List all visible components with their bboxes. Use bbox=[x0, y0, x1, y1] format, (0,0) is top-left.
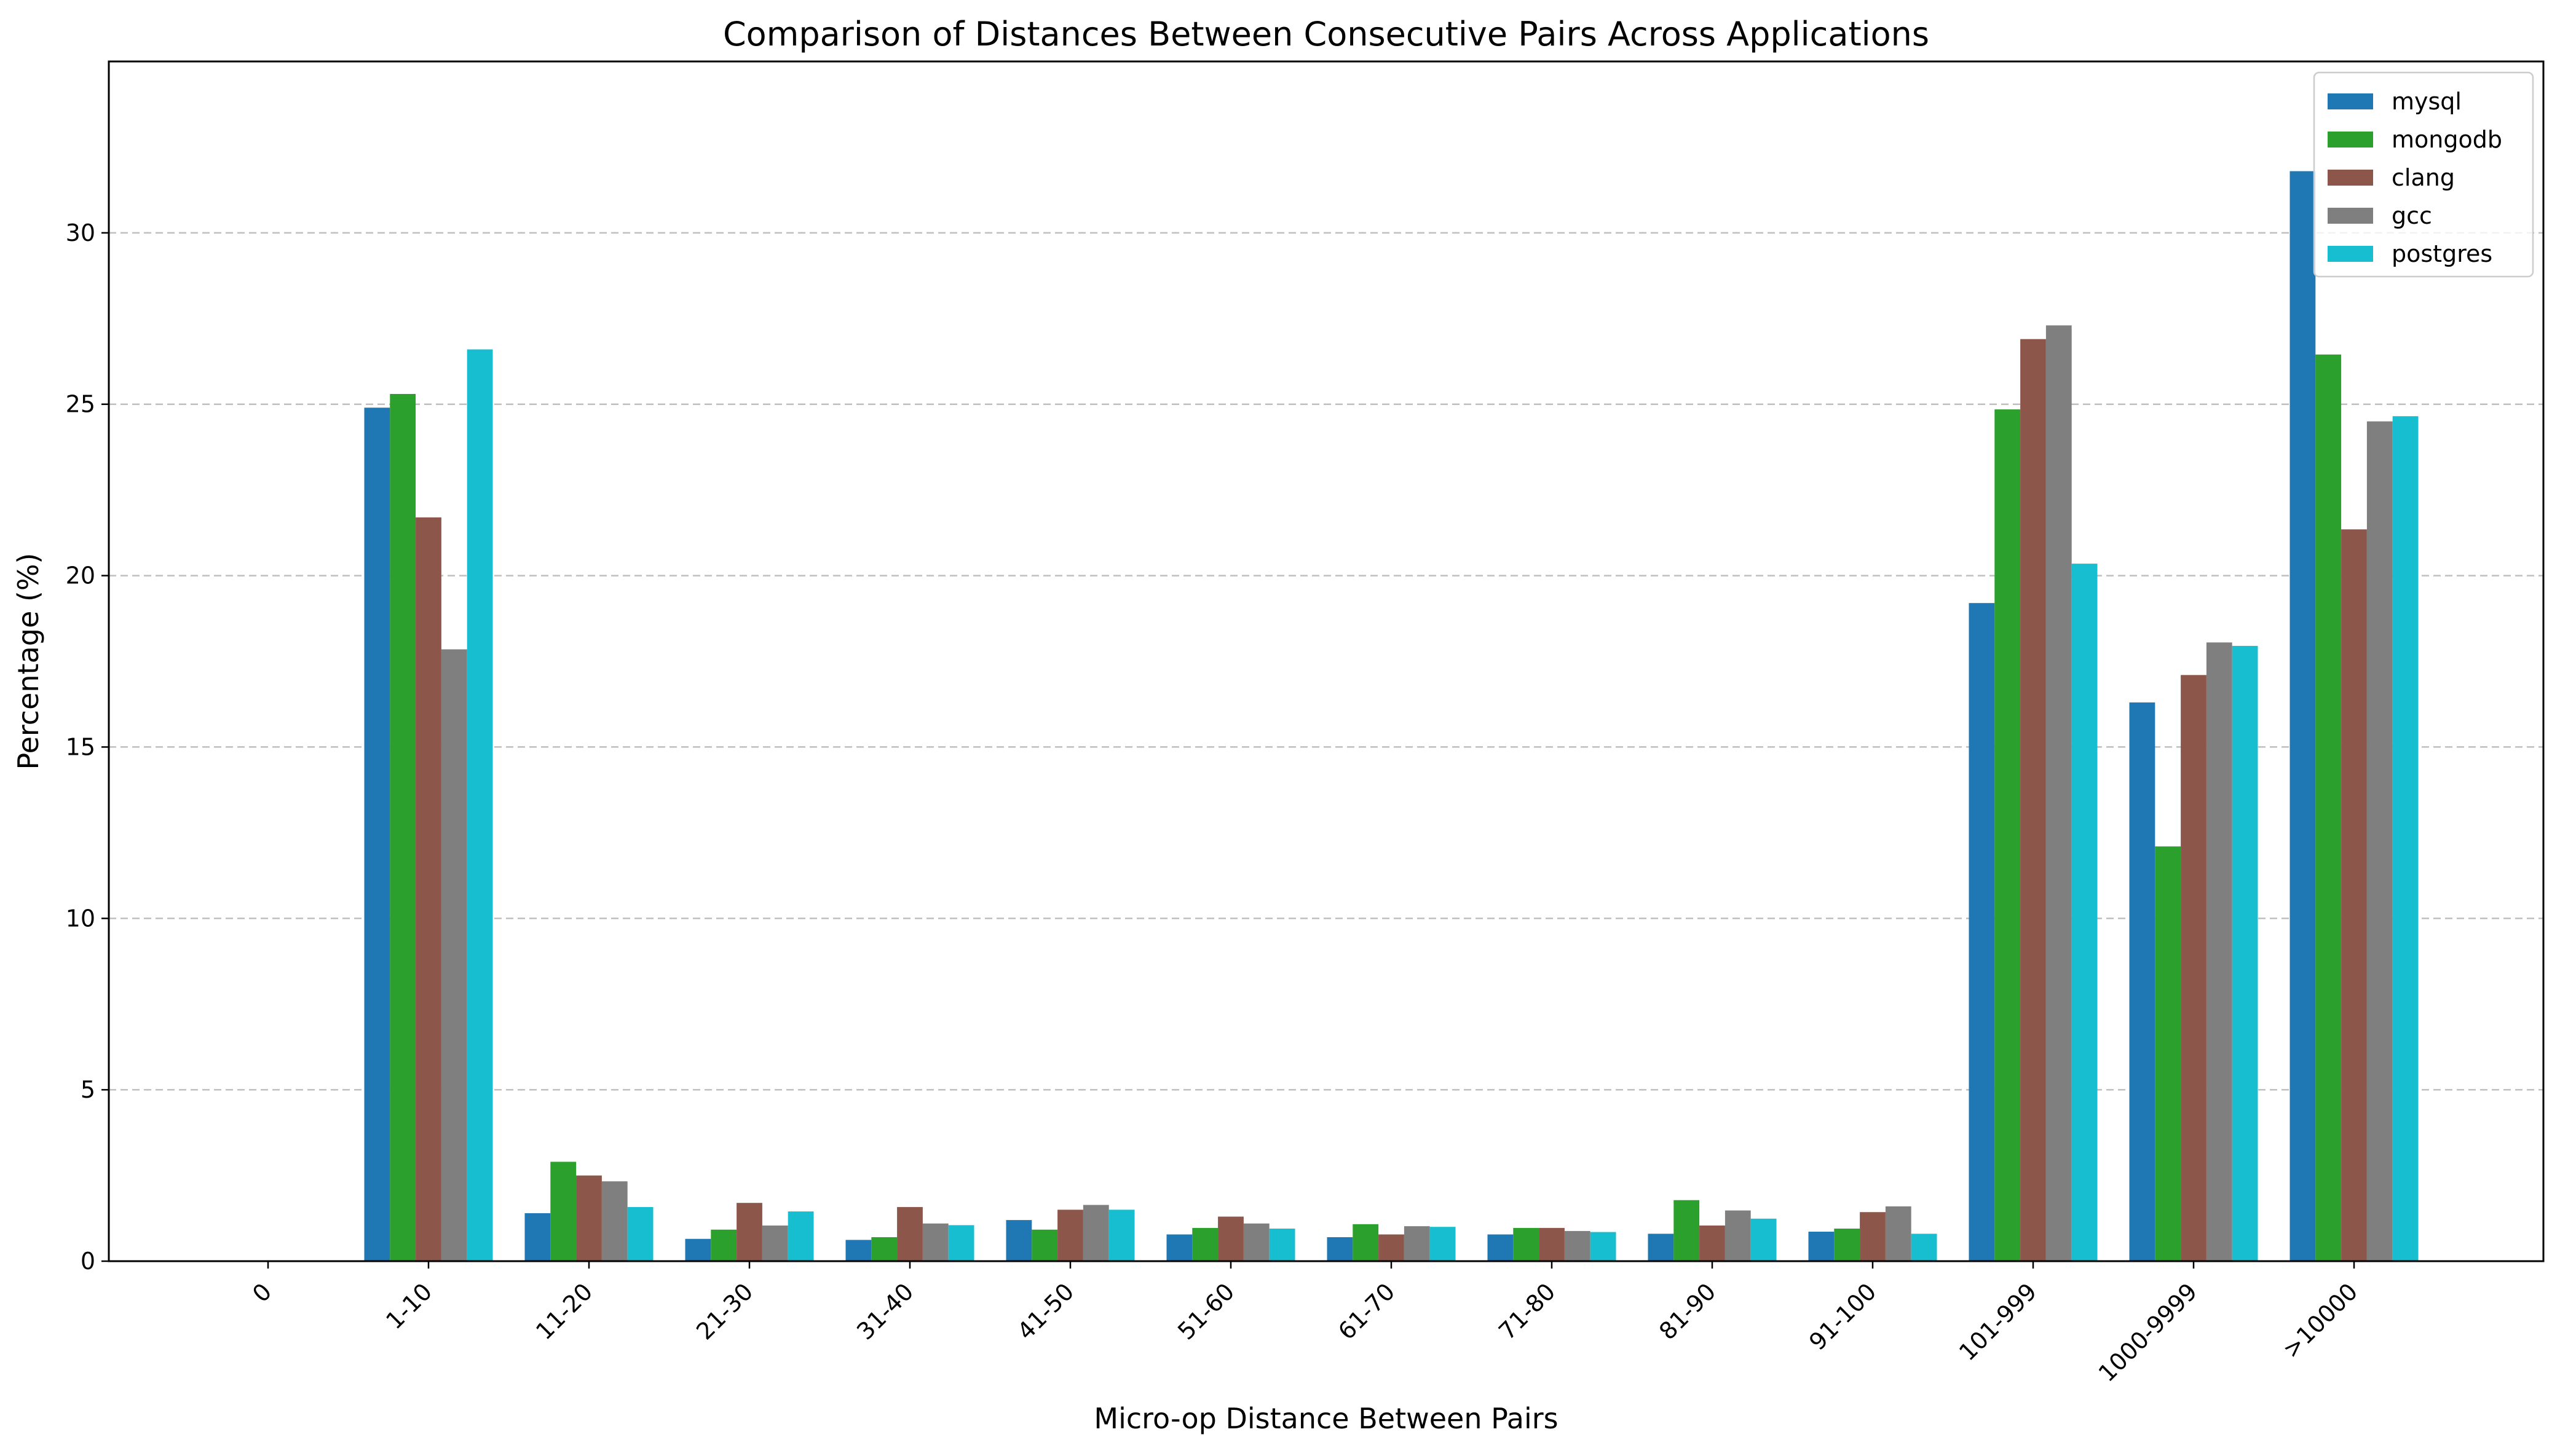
bar-mongodb bbox=[390, 394, 416, 1261]
bar-gcc bbox=[1885, 1206, 1911, 1261]
bar-mongodb bbox=[1353, 1224, 1379, 1261]
bar-mongodb bbox=[1032, 1229, 1058, 1261]
bar-mongodb bbox=[871, 1237, 898, 1261]
y-axis: 0 5 10 15 20 25 30 bbox=[66, 219, 109, 1275]
bar-mysql bbox=[364, 407, 390, 1261]
y-tick-label: 20 bbox=[66, 562, 95, 589]
bar-postgres bbox=[627, 1206, 654, 1261]
bar-clang bbox=[1218, 1216, 1244, 1261]
bar-clang bbox=[897, 1206, 923, 1261]
bar-mysql bbox=[2289, 171, 2316, 1261]
bar-clang bbox=[416, 517, 441, 1261]
bar-postgres bbox=[1269, 1229, 1295, 1261]
bar-postgres bbox=[1590, 1232, 1616, 1261]
y-tick-label: 25 bbox=[66, 391, 95, 418]
bar-gcc bbox=[2366, 421, 2393, 1261]
bar-mysql bbox=[685, 1238, 711, 1261]
bar-gcc bbox=[2045, 325, 2072, 1261]
y-tick-label: 15 bbox=[66, 733, 95, 760]
bar-gcc bbox=[1404, 1226, 1430, 1261]
legend-swatch-gcc bbox=[2328, 208, 2373, 224]
bar-clang bbox=[2181, 675, 2206, 1261]
bar-postgres bbox=[2071, 564, 2098, 1261]
y-tick-label: 10 bbox=[66, 905, 95, 932]
bar-mysql bbox=[1487, 1234, 1514, 1261]
legend-label-gcc: gcc bbox=[2392, 202, 2432, 229]
legend-label-clang: clang bbox=[2392, 164, 2455, 191]
bar-clang bbox=[1860, 1212, 1886, 1261]
legend-swatch-mysql bbox=[2328, 93, 2373, 109]
bar-mongodb bbox=[2315, 354, 2342, 1261]
bar-postgres bbox=[1911, 1234, 1937, 1261]
y-tick-label: 5 bbox=[81, 1076, 95, 1103]
bar-mongodb bbox=[2155, 846, 2181, 1261]
bar-mongodb bbox=[1994, 409, 2021, 1261]
bar-mysql bbox=[1969, 603, 1995, 1262]
bar-postgres bbox=[467, 349, 493, 1261]
bar-mysql bbox=[1327, 1237, 1353, 1261]
legend: mysql mongodb clang gcc postgres bbox=[2313, 71, 2534, 278]
legend-box bbox=[2313, 71, 2534, 278]
y-axis-label: Percentage (%) bbox=[12, 553, 45, 770]
bar-postgres bbox=[1750, 1218, 1777, 1261]
bar-gcc bbox=[2206, 642, 2232, 1261]
bar-gcc bbox=[1083, 1205, 1109, 1261]
chart-title: Comparison of Distances Between Consecut… bbox=[723, 15, 1929, 53]
bar-mysql bbox=[2129, 702, 2155, 1261]
bar-gcc bbox=[601, 1181, 628, 1261]
bar-mysql bbox=[845, 1240, 872, 1261]
bars bbox=[364, 171, 2419, 1262]
bar-gcc bbox=[922, 1223, 949, 1261]
bar-mongodb bbox=[1513, 1227, 1539, 1261]
y-tick-label: 30 bbox=[66, 219, 95, 246]
legend-swatch-mongodb bbox=[2328, 132, 2373, 148]
x-axis-label: Micro-op Distance Between Pairs bbox=[1094, 1402, 1558, 1435]
legend-label-mysql: mysql bbox=[2392, 88, 2462, 115]
bar-mysql bbox=[1808, 1232, 1835, 1261]
grid-lines bbox=[109, 232, 2543, 1091]
bar-clang bbox=[1378, 1234, 1404, 1261]
bar-clang bbox=[1539, 1227, 1565, 1261]
bar-clang bbox=[2341, 529, 2367, 1261]
bar-gcc bbox=[1724, 1210, 1751, 1261]
bar-clang bbox=[576, 1175, 602, 1261]
bar-gcc bbox=[441, 649, 467, 1261]
bar-postgres bbox=[2232, 645, 2258, 1261]
legend-label-postgres: postgres bbox=[2392, 240, 2492, 267]
bar-mysql bbox=[1648, 1234, 1674, 1261]
bar-mongodb bbox=[1673, 1200, 1700, 1261]
bar-gcc bbox=[762, 1226, 788, 1261]
bar-clang bbox=[1699, 1226, 1725, 1261]
bar-mongodb bbox=[1192, 1227, 1219, 1261]
bar-postgres bbox=[788, 1211, 814, 1261]
bar-mysql bbox=[1006, 1220, 1032, 1261]
bar-clang bbox=[737, 1203, 762, 1261]
plot-area-frame bbox=[108, 60, 2545, 1262]
y-tick-label: 0 bbox=[81, 1248, 95, 1275]
bar-mongodb bbox=[550, 1162, 577, 1261]
bar-clang bbox=[2020, 339, 2046, 1262]
bar-mongodb bbox=[711, 1229, 737, 1261]
bar-gcc bbox=[1564, 1230, 1590, 1261]
bar-clang bbox=[1057, 1210, 1083, 1261]
legend-swatch-clang bbox=[2328, 170, 2373, 186]
bar-mongodb bbox=[1834, 1229, 1860, 1261]
bar-postgres bbox=[1108, 1210, 1135, 1261]
legend-label-mongodb: mongodb bbox=[2392, 126, 2502, 153]
bar-mysql bbox=[524, 1213, 551, 1261]
bar-mysql bbox=[1166, 1234, 1193, 1261]
bar-postgres bbox=[1429, 1227, 1456, 1261]
bar-gcc bbox=[1243, 1223, 1270, 1261]
legend-swatch-postgres bbox=[2328, 246, 2373, 262]
bar-postgres bbox=[2392, 416, 2419, 1262]
bar-postgres bbox=[948, 1225, 974, 1261]
